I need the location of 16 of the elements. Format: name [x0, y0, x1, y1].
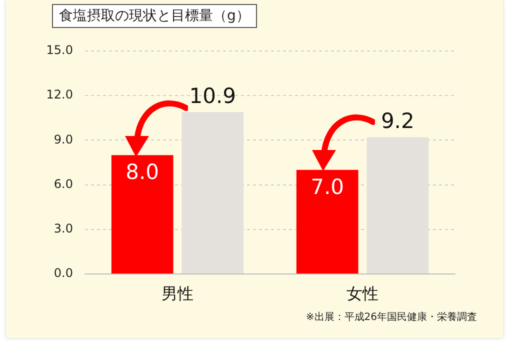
- data-label: 7.0: [310, 174, 344, 199]
- data-label: 9.2: [380, 109, 414, 134]
- y-tick-label: 12.0: [46, 88, 73, 102]
- bar: [366, 137, 429, 274]
- chart-title: 食塩摂取の現状と目標量（g）: [52, 4, 257, 28]
- text: ※出展：平成26年国民健康・栄養調査: [306, 310, 477, 324]
- y-tick-label: 6.0: [54, 176, 73, 191]
- bar: [182, 112, 244, 274]
- y-tick-label: 0.0: [54, 266, 73, 280]
- x-tick-label: 男性: [162, 284, 194, 303]
- x-tick-label: 女性: [346, 284, 378, 303]
- y-tick-label: 9.0: [54, 132, 73, 146]
- y-tick-label: 3.0: [54, 222, 73, 236]
- y-tick-label: 15.0: [46, 43, 73, 58]
- data-label: 8.0: [126, 160, 160, 184]
- data-label: 10.9: [189, 84, 236, 108]
